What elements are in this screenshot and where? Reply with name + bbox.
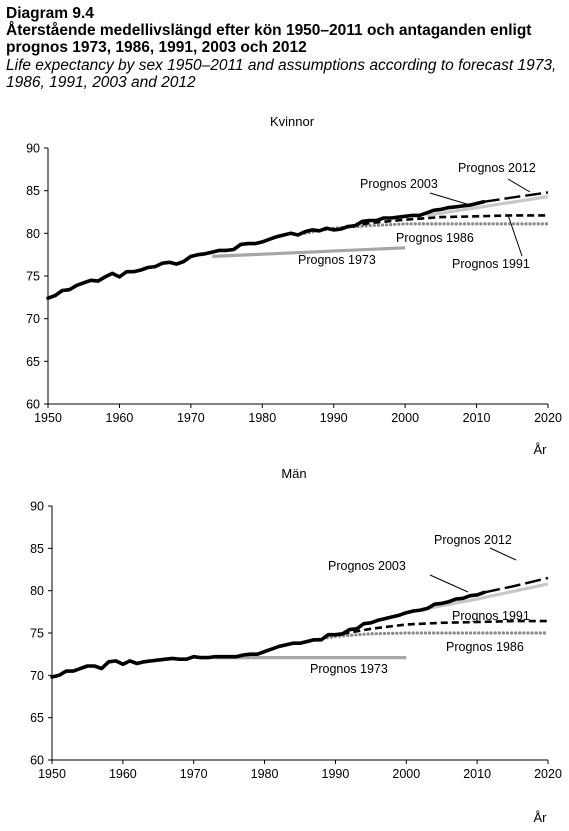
annotation-p2012: Prognos 2012: [434, 533, 512, 547]
x-tick-label: 1990: [320, 411, 348, 425]
series-p2003-line: [426, 195, 549, 217]
x-tick-label: 1990: [322, 767, 350, 781]
y-tick-label: 65: [26, 355, 40, 369]
x-tick-label: 1970: [177, 411, 205, 425]
annotation-leader-p2003: [429, 192, 471, 206]
x-tick-label: 1980: [251, 767, 279, 781]
y-tick-label: 85: [30, 542, 44, 556]
annotation-p1991: Prognos 1991: [452, 609, 530, 623]
annotation-p1973: Prognos 1973: [298, 253, 376, 267]
x-tick-label: 1950: [38, 767, 66, 781]
x-tick-label: 2010: [463, 767, 491, 781]
y-tick-label: 60: [30, 754, 44, 768]
annotation-p2003: Prognos 2003: [328, 559, 406, 573]
y-tick-label: 80: [30, 584, 44, 598]
series-observed-line: [50, 590, 486, 679]
chart-title: Kvinnor: [270, 114, 315, 129]
title-swedish: Återstående medellivslängd efter kön 195…: [6, 22, 532, 56]
series-p1986-line: [303, 222, 550, 235]
diagram-label: Diagram 9.4: [6, 5, 94, 22]
y-tick-label: 70: [26, 312, 40, 326]
y-tick-label: 75: [26, 270, 40, 284]
series-p2012-line: [483, 191, 549, 203]
chart-title: Män: [281, 466, 306, 481]
annotation-p1986: Prognos 1986: [396, 231, 474, 245]
series-observed-line: [46, 200, 486, 300]
x-tick-label: 2020: [534, 767, 562, 781]
y-tick-label: 60: [26, 398, 40, 412]
x-tick-label: 1970: [180, 767, 208, 781]
y-tick-label: 75: [30, 627, 44, 641]
y-tick-label: 90: [26, 142, 40, 156]
x-tick-label: 2020: [534, 411, 562, 425]
chart-men: Män 60 65 70 75 80 85 90 1950 1960 1970 1980 1990 200…: [30, 466, 562, 825]
y-tick-label: 80: [26, 227, 40, 241]
annotation-leader-p2012: [489, 547, 517, 561]
x-tick-label: 2000: [391, 411, 419, 425]
annotation-leader-p1991: [507, 214, 523, 257]
y-tick-label: 85: [26, 184, 40, 198]
title-english: Life expectancy by sex 1950–2011 and ass…: [6, 57, 557, 91]
annotation-leader-p2012: [507, 178, 531, 193]
x-tick-label: 2010: [463, 411, 491, 425]
annotation-p1986: Prognos 1986: [446, 640, 524, 654]
y-tick-label: 90: [30, 500, 44, 514]
y-tick-label: 65: [30, 711, 44, 725]
x-tick-label: 1950: [34, 411, 62, 425]
series-p2003-line: [427, 582, 549, 610]
series-p1986-line: [305, 631, 550, 644]
x-tick-label: 1960: [109, 767, 137, 781]
chart-women: Kvinnor 60 65 70 75 80 85 90 1950 1960 1970 1980 199…: [26, 114, 562, 457]
figure-header: Diagram 9.4 Återstående medellivslängd e…: [6, 5, 566, 91]
annotation-p2003: Prognos 2003: [360, 177, 438, 191]
x-tick-label: 1960: [106, 411, 134, 425]
x-tick-label: 2000: [392, 767, 420, 781]
x-axis-label: År: [534, 442, 548, 457]
y-tick-label: 70: [30, 669, 44, 683]
x-axis-label: År: [534, 810, 548, 825]
series-p1991-line: [342, 619, 548, 636]
annotation-p1991: Prognos 1991: [452, 257, 530, 271]
series-p1991-line: [340, 214, 548, 230]
series-p2012-line: [483, 576, 549, 594]
annotation-p1973: Prognos 1973: [310, 662, 388, 676]
x-tick-label: 1980: [248, 411, 276, 425]
series-p1973-line: [212, 246, 406, 258]
annotation-leader-p2003: [429, 574, 469, 593]
annotation-p2012: Prognos 2012: [458, 161, 536, 175]
